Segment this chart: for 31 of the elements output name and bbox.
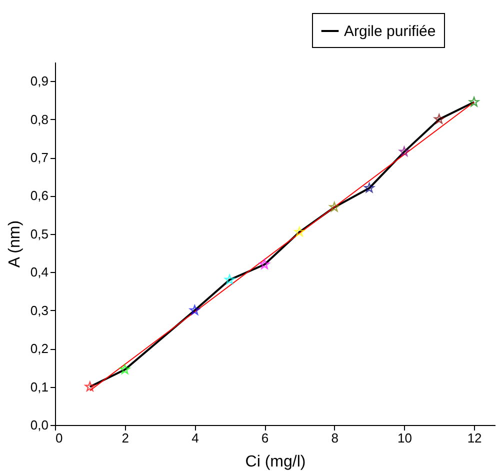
- x-axis-title: Ci (mg/l): [245, 454, 306, 470]
- point: [294, 226, 305, 236]
- point: [434, 114, 444, 124]
- y-tick-label: 0,1: [30, 379, 48, 394]
- x-tick-label: 4: [192, 430, 199, 446]
- point: [329, 202, 340, 212]
- x-tick-label: 8: [331, 430, 338, 446]
- point: [468, 96, 480, 107]
- y-tick-label: 0,7: [30, 150, 48, 166]
- point: [84, 381, 96, 392]
- y-tick-label: 0,6: [30, 188, 48, 204]
- y-tick-label: 0,0: [30, 418, 48, 432]
- y-tick-label: 0,4: [30, 264, 48, 280]
- x-tick-label: 0: [56, 430, 63, 446]
- y-tick-label: 0,2: [30, 341, 48, 356]
- legend-label: Argile purifiée: [344, 23, 436, 40]
- x-tick-label: 12: [467, 430, 482, 446]
- point: [364, 182, 374, 193]
- y-tick-label: 0,5: [30, 226, 48, 242]
- point: [259, 259, 270, 269]
- point: [224, 274, 235, 284]
- y-axis-title: A (nm): [6, 220, 24, 268]
- y-tick-label: 0,3: [30, 302, 48, 318]
- y-tick-label: 0,9: [30, 74, 48, 89]
- x-tick-label: 10: [397, 430, 412, 446]
- y-tick-label: 0,8: [30, 112, 48, 127]
- x-tick-label: 6: [261, 430, 269, 446]
- point: [120, 364, 130, 374]
- point: [190, 305, 200, 315]
- point: [399, 146, 410, 156]
- x-tick-label: 2: [122, 430, 129, 446]
